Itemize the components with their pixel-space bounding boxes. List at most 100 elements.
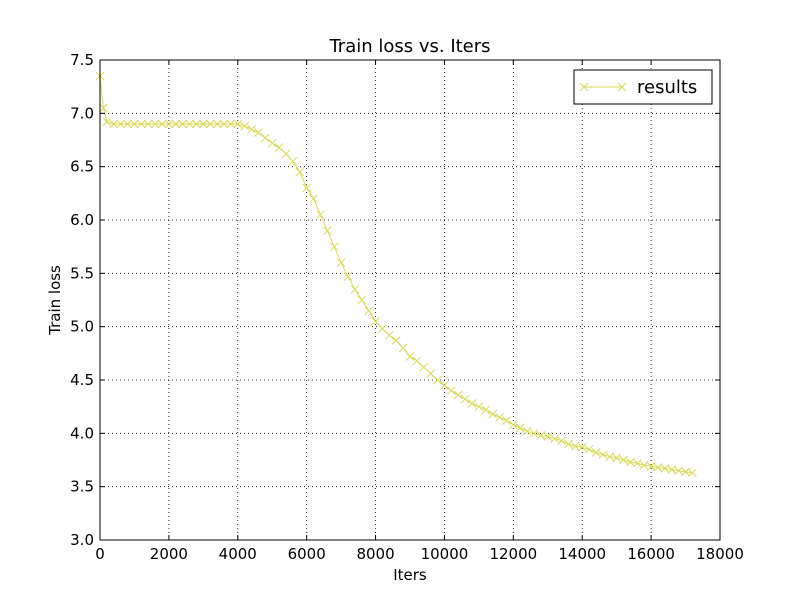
data-point-marker <box>508 420 518 430</box>
y-tick-label: 4.5 <box>70 371 94 389</box>
data-point-marker <box>612 453 622 463</box>
data-point-marker <box>316 210 325 220</box>
legend: results <box>573 69 713 105</box>
x-axis-title: Iters <box>393 566 427 584</box>
y-tick-label: 4.0 <box>70 424 94 442</box>
y-tick-label: 7.0 <box>70 104 94 122</box>
data-point-marker <box>577 442 587 452</box>
data-point-marker <box>302 183 312 193</box>
data-point-marker <box>267 138 277 148</box>
data-point-marker <box>198 119 208 129</box>
data-point-marker <box>295 167 305 177</box>
y-tick-label: 3.0 <box>70 531 94 549</box>
data-point-marker <box>584 444 594 454</box>
data-point-marker <box>453 390 463 400</box>
data-point-marker <box>336 258 346 268</box>
data-point-marker <box>329 242 339 252</box>
data-point-marker <box>164 119 174 129</box>
data-point-marker <box>460 394 470 404</box>
y-tick-label: 7.5 <box>70 51 94 69</box>
x-tick-label: 8000 <box>356 545 394 563</box>
x-tick-label: 18000 <box>696 545 744 563</box>
legend-marker-icon <box>579 82 627 92</box>
legend-label-results: results <box>637 77 697 98</box>
data-point-marker <box>440 380 449 390</box>
data-point-marker <box>260 133 270 143</box>
grid <box>100 60 720 540</box>
data-point-marker <box>543 432 553 441</box>
x-tick-label: 12000 <box>489 545 537 563</box>
data-point-marker <box>143 119 153 129</box>
series-layer <box>95 71 697 478</box>
data-point-marker <box>99 103 108 113</box>
data-point-marker <box>357 295 367 305</box>
data-point-marker <box>495 412 504 422</box>
data-point-marker <box>591 448 601 457</box>
data-point-marker <box>192 119 201 129</box>
data-point-marker <box>185 119 194 129</box>
data-point-marker <box>557 436 566 446</box>
data-point-marker <box>130 119 139 129</box>
y-tick-label: 3.5 <box>70 478 94 496</box>
y-tick-labels: 3.0 3.5 4.0 4.5 5.0 5.5 6.0 6.5 7.0 7.5 <box>70 51 94 549</box>
data-point-marker <box>364 306 374 316</box>
y-tick-label: 6.5 <box>70 158 94 176</box>
ticks <box>99 59 721 541</box>
y-axis-title: Train loss <box>46 265 64 336</box>
data-point-marker <box>233 119 243 129</box>
data-point-marker <box>391 336 401 345</box>
y-tick-label: 5.5 <box>70 264 94 282</box>
data-point-marker <box>515 423 525 433</box>
legend-x-marker <box>579 82 589 92</box>
data-point-marker <box>384 330 394 340</box>
x-tick-label: 2000 <box>150 545 188 563</box>
y-tick-label: 6.0 <box>70 211 94 229</box>
data-point-marker <box>502 416 511 425</box>
data-point-marker <box>550 434 560 444</box>
data-point-marker <box>632 458 642 468</box>
data-point-marker <box>254 128 263 137</box>
data-point-marker <box>522 426 532 436</box>
data-point-marker <box>205 119 215 129</box>
data-point-marker <box>109 119 119 129</box>
x-tick-label: 14000 <box>558 545 606 563</box>
x-tick-label: 6000 <box>288 545 326 563</box>
data-point-marker <box>240 121 250 131</box>
data-point-marker <box>247 124 256 134</box>
data-point-marker <box>446 386 456 396</box>
x-tick-label: 0 <box>95 545 105 563</box>
data-point-marker <box>350 284 360 294</box>
data-point-marker <box>102 117 112 127</box>
data-point-marker <box>433 375 442 385</box>
data-point-marker <box>488 409 498 419</box>
data-point-marker <box>467 399 477 408</box>
x-tick-label: 16000 <box>627 545 675 563</box>
data-point-marker <box>481 405 491 415</box>
data-point-marker <box>212 119 222 129</box>
data-point-marker <box>288 156 298 166</box>
series-line-results <box>99 75 693 474</box>
data-point-marker <box>116 119 126 129</box>
data-point-marker <box>171 119 181 129</box>
data-point-marker <box>619 455 628 465</box>
x-tick-labels: 0 2000 4000 6000 8000 10000 12000 14000 16000 180… <box>95 545 744 563</box>
data-point-marker <box>343 272 353 281</box>
y-tick-label: 5.0 <box>70 318 94 336</box>
data-point-marker <box>405 352 415 361</box>
x-tick-label: 4000 <box>219 545 257 563</box>
plot-frame <box>99 59 721 541</box>
data-point-marker <box>178 119 188 129</box>
chart-title: Train loss vs. Iters <box>328 36 490 57</box>
data-point-marker <box>157 119 167 129</box>
data-point-marker <box>564 439 573 449</box>
data-point-marker <box>309 194 318 204</box>
legend-x-marker <box>617 82 627 92</box>
data-point-marker <box>150 119 160 129</box>
x-tick-label: 10000 <box>421 545 469 563</box>
data-point-marker <box>529 428 539 438</box>
data-point-marker <box>136 119 146 129</box>
data-point-marker <box>688 468 697 478</box>
data-point-marker <box>398 343 408 353</box>
data-point-marker <box>322 226 332 236</box>
